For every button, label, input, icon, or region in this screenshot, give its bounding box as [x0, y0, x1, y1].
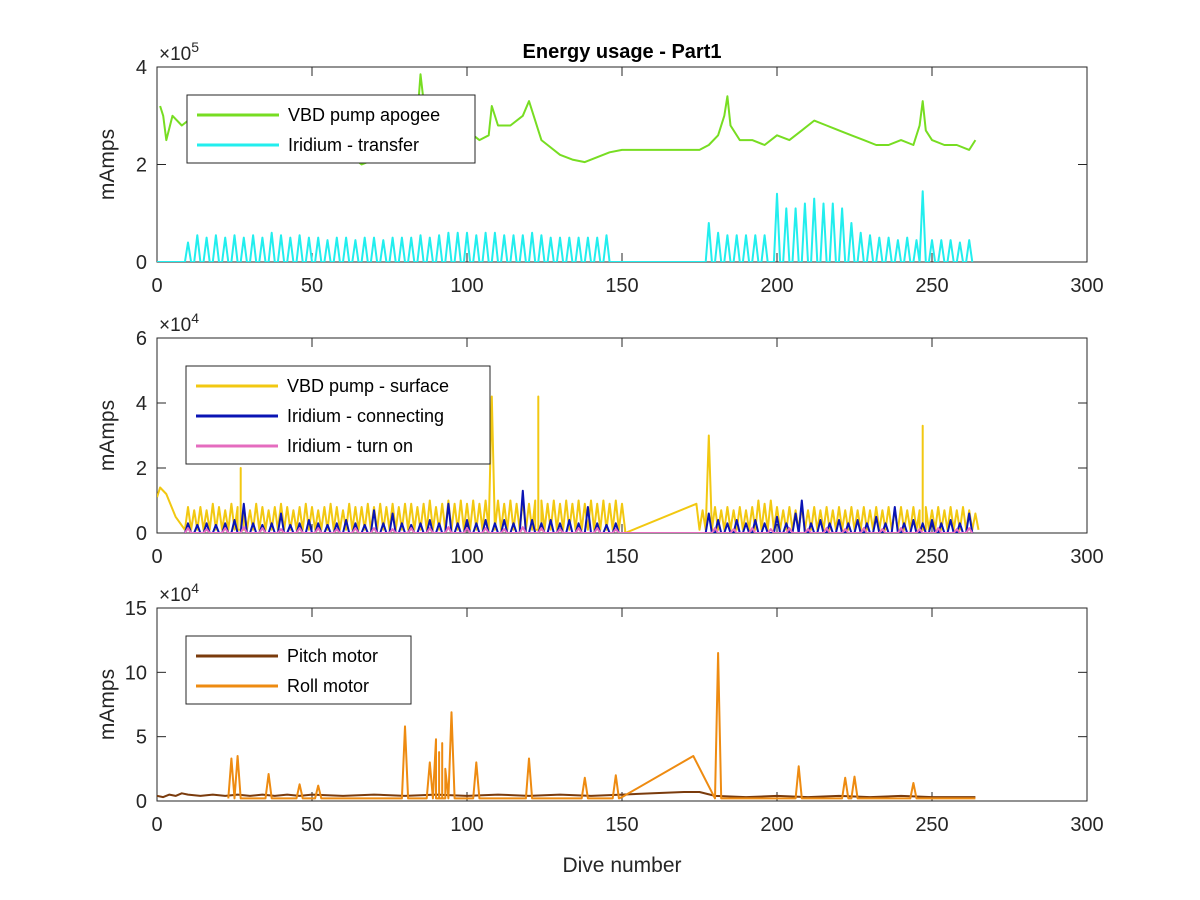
- x-tick-label: 50: [301, 814, 323, 836]
- x-tick-label: 300: [1070, 275, 1103, 297]
- x-tick-label: 250: [915, 275, 948, 297]
- y-tick-label: 10: [125, 662, 147, 684]
- subplot-1: 0 50 100 150 200 250 300 0 2 4 ×105 mAmps VBD pump a…: [96, 39, 1104, 297]
- x-tick-label: 0: [151, 275, 162, 297]
- legend-box: [186, 94, 476, 164]
- x-axis-label: Dive number: [562, 854, 681, 877]
- legend-entry: Iridium - connecting: [287, 406, 444, 426]
- x-tick-label: 250: [915, 546, 948, 568]
- x-tick-label: 50: [301, 546, 323, 568]
- series-line-2: [227, 652, 976, 800]
- x-tick-label: 50: [301, 275, 323, 297]
- y-tick-label: 4: [136, 57, 147, 79]
- y-tick-label: 4: [136, 393, 147, 415]
- y-tick-label: 5: [136, 727, 147, 749]
- x-tick-label: 300: [1070, 546, 1103, 568]
- y-axis-label: mAmps: [96, 669, 119, 740]
- x-tick-label: 200: [760, 546, 793, 568]
- x-tick-label: 150: [605, 275, 638, 297]
- series-line-2: [157, 190, 974, 262]
- x-tick-label: 250: [915, 814, 948, 836]
- legend-box: [185, 635, 412, 705]
- y-axis-label: mAmps: [96, 400, 119, 471]
- y-exponent-label: ×104: [159, 580, 199, 606]
- x-tick-label: 150: [605, 814, 638, 836]
- legend-entry: Pitch motor: [287, 646, 378, 666]
- y-tick-label: 6: [136, 328, 147, 350]
- series-group: [157, 395, 980, 533]
- legend-entry: VBD pump - surface: [287, 376, 449, 396]
- y-tick-label: 0: [136, 523, 147, 545]
- x-tick-label: 150: [605, 546, 638, 568]
- y-exponent-label: ×105: [159, 39, 199, 65]
- x-tick-label: 100: [450, 814, 483, 836]
- x-tick-label: 100: [450, 546, 483, 568]
- y-axis-label: mAmps: [96, 129, 119, 200]
- x-tick-label: 300: [1070, 814, 1103, 836]
- legend: VBD pump - surface Iridium - connecting Ir…: [185, 365, 491, 465]
- legend-entry: Roll motor: [287, 676, 369, 696]
- y-tick-label: 2: [136, 155, 147, 177]
- x-tick-label: 200: [760, 275, 793, 297]
- y-tick-label: 0: [136, 252, 147, 274]
- x-tick-label: 200: [760, 814, 793, 836]
- x-tick-label: 0: [151, 814, 162, 836]
- subplot-2: 0 50 100 150 200 250 300 0 2 4 6 ×104 mAmps VBD pump …: [96, 310, 1104, 568]
- series-group: [157, 652, 976, 800]
- chart-title: Energy usage - Part1: [523, 41, 722, 63]
- x-tick-label: 100: [450, 275, 483, 297]
- y-tick-label: 15: [125, 598, 147, 620]
- x-tick-label: 0: [151, 546, 162, 568]
- series-line-3: [184, 526, 974, 533]
- legend-entry: VBD pump apogee: [288, 105, 440, 125]
- y-exponent-label: ×104: [159, 310, 199, 336]
- legend-entry: Iridium - turn on: [287, 436, 413, 456]
- legend: Pitch motor Roll motor: [185, 635, 412, 705]
- y-tick-label: 0: [136, 791, 147, 813]
- y-tick-label: 2: [136, 458, 147, 480]
- legend-entry: Iridium - transfer: [288, 135, 419, 155]
- legend: VBD pump apogee Iridium - transfer: [186, 94, 476, 164]
- subplot-3: 0 50 100 150 200 250 300 0 5 10 15 ×104 mAmps Pitch m…: [96, 580, 1104, 836]
